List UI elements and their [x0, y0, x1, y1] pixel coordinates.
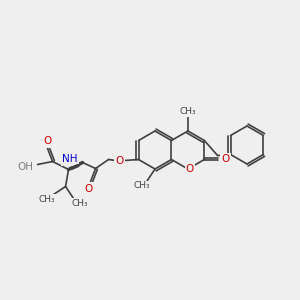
Text: O: O [186, 164, 194, 174]
Text: O: O [221, 154, 230, 164]
Text: NH: NH [62, 154, 77, 164]
Text: CH₃: CH₃ [38, 195, 55, 204]
Text: O: O [116, 155, 124, 166]
Text: CH₃: CH₃ [134, 182, 150, 190]
Text: CH₃: CH₃ [71, 199, 88, 208]
Text: CH₃: CH₃ [180, 107, 196, 116]
Text: O: O [84, 184, 93, 194]
Text: O: O [44, 136, 52, 146]
Text: OH: OH [17, 161, 34, 172]
